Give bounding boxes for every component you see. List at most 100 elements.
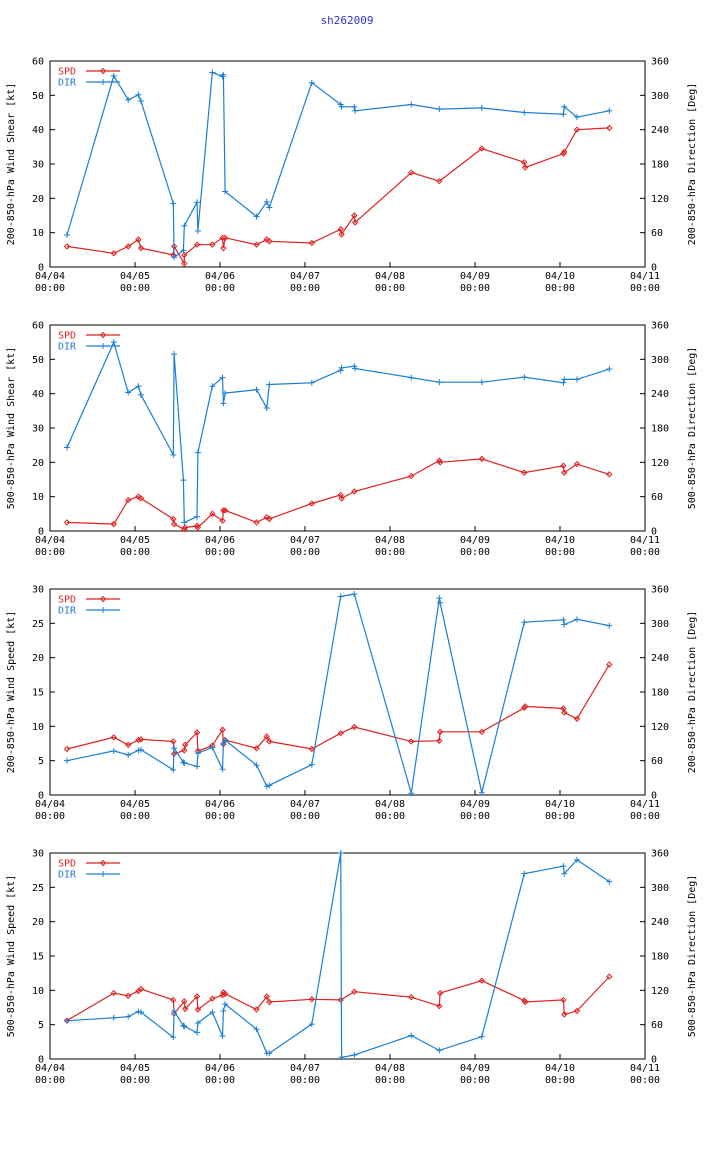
data-point-dir	[351, 591, 358, 598]
data-point-spd	[266, 998, 273, 1006]
data-point-spd	[220, 507, 227, 514]
x-tick-label-date: 04/10	[545, 1063, 575, 1074]
y-left-axis-label: 200-850-hPa Wind Shear [kt]	[6, 83, 17, 246]
data-point-spd	[253, 1006, 260, 1013]
x-tick-label-date: 04/07	[290, 271, 320, 282]
data-point-spd	[181, 1005, 189, 1013]
series-line-spd	[66, 127, 610, 266]
data-point-dir	[181, 222, 188, 229]
x-tick-label-time: 00:00	[35, 1075, 65, 1086]
data-point-dir	[574, 856, 580, 863]
y-left-tick-label: 0	[38, 263, 44, 274]
data-point-dir	[560, 111, 567, 118]
data-point-spd	[573, 1007, 581, 1015]
y-right-tick-label: 120	[651, 722, 669, 733]
data-point-dir	[219, 1033, 226, 1040]
data-point-spd	[193, 729, 201, 736]
data-point-spd	[266, 515, 273, 523]
y-right-axis-label: 200-850-hPa Direction [Deg]	[687, 83, 698, 246]
data-point-dir	[181, 1023, 188, 1030]
data-point-spd	[351, 988, 358, 995]
data-point-spd	[408, 738, 415, 745]
x-tick-label-date: 04/11	[630, 799, 660, 810]
x-tick-label-time: 00:00	[545, 547, 575, 558]
y-left-tick-label: 5	[38, 756, 44, 767]
data-point-dir	[137, 391, 144, 398]
plot-frame	[49, 852, 646, 1060]
y-left-tick-label: 10	[32, 492, 44, 503]
data-point-dir	[308, 1021, 315, 1028]
data-point-dir	[436, 379, 443, 386]
y-left-tick-label: 30	[32, 585, 44, 596]
data-point-dir	[135, 1008, 142, 1015]
y-right-tick-label: 180	[651, 688, 669, 699]
y-right-tick-label: 60	[651, 492, 663, 503]
y-right-tick-label: 0	[651, 263, 657, 274]
data-point-spd	[110, 734, 117, 741]
data-point-dir	[220, 1007, 227, 1014]
x-tick-label-time: 00:00	[290, 1075, 320, 1086]
data-point-dir	[478, 789, 485, 796]
data-point-dir	[436, 1047, 443, 1054]
data-point-dir	[194, 449, 201, 456]
data-point-spd	[63, 745, 71, 753]
data-point-dir	[194, 1029, 201, 1036]
data-point-spd	[263, 733, 270, 740]
data-point-spd	[478, 145, 486, 152]
y-left-tick-label: 60	[32, 57, 44, 68]
data-point-spd	[219, 726, 226, 733]
x-tick-label-time: 00:00	[630, 811, 660, 822]
data-point-spd	[606, 973, 613, 980]
data-point-spd	[135, 736, 142, 744]
y-left-tick-label: 40	[32, 389, 44, 400]
data-point-dir	[170, 766, 177, 773]
data-point-dir	[171, 745, 178, 752]
y-right-tick-label: 240	[651, 917, 669, 928]
y-left-tick-label: 20	[32, 458, 44, 469]
y-right-tick-label: 360	[651, 849, 669, 860]
y-right-tick-label: 60	[651, 756, 663, 767]
x-tick-label-time: 00:00	[205, 283, 235, 294]
data-point-dir	[521, 619, 528, 626]
series-line-dir	[66, 852, 610, 1059]
x-tick-label-date: 04/08	[375, 535, 405, 546]
legend-marker-spd	[99, 595, 107, 603]
legend-label-dir: DIR	[58, 342, 77, 353]
data-point-dir	[137, 98, 144, 105]
y-right-axis-label: 500-850-hPa Direction [Deg]	[687, 347, 698, 510]
data-point-dir	[194, 513, 201, 520]
data-point-spd	[253, 519, 260, 526]
legend-label-dir: DIR	[58, 606, 77, 617]
data-point-dir	[560, 379, 567, 386]
y-right-axis-label: 500-850-hPa Direction [Deg]	[687, 875, 698, 1038]
data-point-dir	[170, 451, 177, 458]
x-tick-label-time: 00:00	[290, 811, 320, 822]
y-right-tick-label: 0	[651, 527, 657, 538]
data-point-dir	[222, 188, 229, 195]
data-point-spd	[408, 993, 415, 1001]
data-point-dir	[220, 400, 227, 407]
data-point-dir	[64, 757, 70, 764]
data-point-dir	[263, 783, 270, 790]
y-left-tick-label: 20	[32, 917, 44, 928]
x-tick-label-date: 04/04	[35, 1063, 65, 1074]
data-point-dir	[135, 383, 142, 390]
y-left-tick-label: 15	[32, 688, 44, 699]
data-point-dir	[263, 198, 270, 205]
y-left-tick-label: 0	[38, 1055, 44, 1066]
data-point-spd	[209, 510, 216, 518]
data-point-dir	[253, 762, 260, 769]
x-tick-label-time: 00:00	[545, 1075, 575, 1086]
data-point-spd	[137, 495, 145, 502]
x-tick-label-time: 00:00	[630, 1075, 660, 1086]
data-point-dir	[125, 751, 132, 758]
data-point-dir	[125, 389, 132, 396]
data-point-dir	[308, 761, 315, 768]
data-point-dir	[209, 1009, 216, 1016]
data-point-spd	[308, 996, 316, 1003]
data-point-spd	[263, 993, 270, 1000]
data-point-spd	[436, 1002, 443, 1010]
data-point-dir	[337, 850, 344, 856]
data-point-dir	[110, 72, 117, 79]
x-tick-label-date: 04/07	[290, 535, 320, 546]
